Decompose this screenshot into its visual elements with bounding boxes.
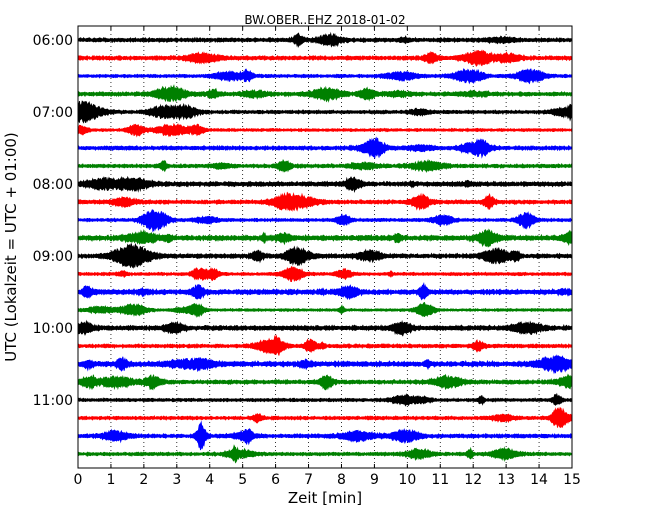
trace-1015 — [77, 333, 572, 356]
x-tick-label: 0 — [74, 472, 83, 488]
trace-0815 — [77, 191, 572, 212]
trace-0615 — [77, 49, 572, 67]
x-tick-label: 12 — [464, 472, 482, 488]
x-tick-label: 1 — [106, 472, 115, 488]
trace-0930 — [77, 282, 572, 301]
trace-0800 — [77, 175, 572, 193]
plot-frame — [77, 25, 573, 469]
trace-0845 — [77, 228, 572, 248]
trace-0915 — [77, 266, 572, 282]
trace-1100 — [77, 392, 572, 407]
x-tick-label: 10 — [398, 472, 416, 488]
trace-1030 — [77, 354, 572, 375]
trace-0945 — [77, 301, 572, 318]
x-tick-label: 2 — [139, 472, 148, 488]
y-tick-label: 09:00 — [33, 249, 73, 265]
grid-lines — [110, 26, 540, 468]
x-tick-label: 8 — [337, 472, 346, 488]
x-tick-label: 6 — [271, 472, 280, 488]
x-tick-label: 5 — [238, 472, 247, 488]
y-axis-ticks: 06:00 07:00 08:00 09:00 10:00 11:00 — [33, 33, 572, 409]
y-tick-label: 08:00 — [33, 177, 73, 193]
x-tick-label: 4 — [205, 472, 214, 488]
trace-0630 — [77, 68, 572, 85]
x-tick-label: 15 — [563, 472, 581, 488]
trace-0700 — [77, 100, 572, 124]
trace-1130 — [77, 420, 572, 451]
trace-1145 — [77, 444, 572, 464]
y-tick-label: 11:00 — [33, 393, 73, 409]
trace-0730 — [77, 136, 572, 160]
x-tick-label: 14 — [530, 472, 548, 488]
trace-0745 — [77, 158, 572, 173]
x-tick-label: 9 — [370, 472, 379, 488]
trace-0830 — [77, 209, 572, 233]
x-tick-label: 13 — [497, 472, 515, 488]
y-tick-label: 06:00 — [33, 33, 73, 49]
x-tick-label: 3 — [172, 472, 181, 488]
y-tick-label: 07:00 — [33, 105, 73, 121]
trace-1045 — [77, 373, 572, 391]
x-axis-label: Zeit [min] — [288, 489, 362, 507]
x-tick-label: 7 — [304, 472, 313, 488]
trace-1115 — [77, 406, 572, 428]
seismic-traces — [77, 31, 572, 464]
trace-1000 — [77, 319, 572, 337]
trace-0645 — [77, 84, 572, 103]
x-tick-label: 11 — [431, 472, 449, 488]
y-tick-label: 10:00 — [33, 321, 73, 337]
trace-0715 — [77, 122, 572, 138]
chart-title: BW.OBER..EHZ 2018-01-02 — [244, 13, 405, 27]
x-axis-ticks: 0 1 2 3 4 5 6 7 8 9 10 11 12 13 14 15 — [74, 26, 581, 488]
trace-0600 — [77, 31, 572, 48]
y-axis-label: UTC (Lokalzeit = UTC + 01:00) — [2, 132, 20, 362]
trace-0900 — [77, 243, 572, 269]
